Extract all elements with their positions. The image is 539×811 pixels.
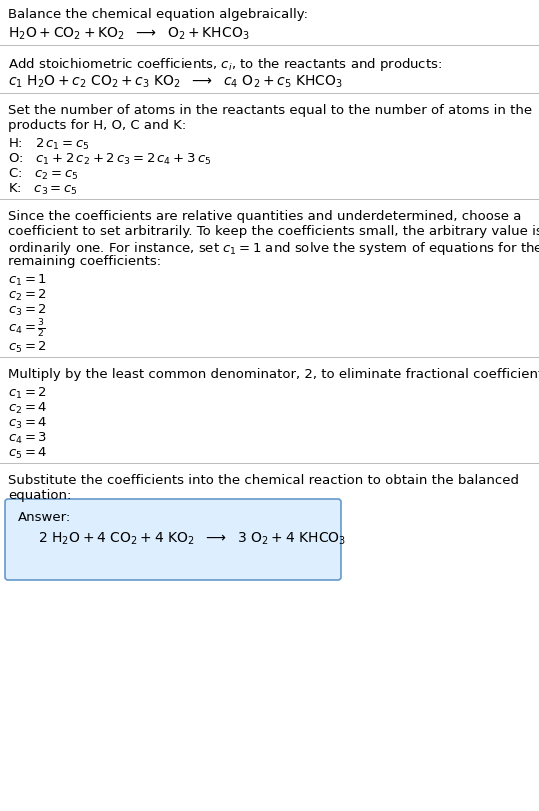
Text: $c_5 = 2$: $c_5 = 2$	[8, 340, 47, 354]
Text: O:   $c_1 + 2\,c_2 + 2\,c_3 = 2\,c_4 + 3\,c_5$: O: $c_1 + 2\,c_2 + 2\,c_3 = 2\,c_4 + 3\,…	[8, 152, 211, 167]
Text: Balance the chemical equation algebraically:: Balance the chemical equation algebraica…	[8, 8, 308, 21]
Text: remaining coefficients:: remaining coefficients:	[8, 255, 161, 268]
Text: H:   $2\,c_1 = c_5$: H: $2\,c_1 = c_5$	[8, 137, 89, 152]
Text: $c_1 = 2$: $c_1 = 2$	[8, 385, 47, 401]
Text: Multiply by the least common denominator, 2, to eliminate fractional coefficient: Multiply by the least common denominator…	[8, 367, 539, 380]
Text: $c_5 = 4$: $c_5 = 4$	[8, 445, 47, 461]
Text: Set the number of atoms in the reactants equal to the number of atoms in the: Set the number of atoms in the reactants…	[8, 104, 532, 117]
Text: Since the coefficients are relative quantities and underdetermined, choose a: Since the coefficients are relative quan…	[8, 210, 521, 223]
Text: C:   $c_2 = c_5$: C: $c_2 = c_5$	[8, 167, 79, 182]
Text: equation:: equation:	[8, 488, 71, 501]
Text: $c_3 = 4$: $c_3 = 4$	[8, 415, 47, 431]
Text: $c_3 = 2$: $c_3 = 2$	[8, 303, 47, 318]
Text: $2\ \mathregular{H_2O} + 4\ \mathregular{CO_2} + 4\ \mathregular{KO_2}$  $\longr: $2\ \mathregular{H_2O} + 4\ \mathregular…	[38, 530, 346, 547]
Text: ordinarily one. For instance, set $c_1 = 1$ and solve the system of equations fo: ordinarily one. For instance, set $c_1 =…	[8, 240, 539, 257]
Text: $c_1 = 1$: $c_1 = 1$	[8, 272, 47, 288]
Text: $c_4 = \frac{3}{2}$: $c_4 = \frac{3}{2}$	[8, 318, 46, 340]
Text: $c_2 = 2$: $c_2 = 2$	[8, 288, 47, 303]
Text: Answer:: Answer:	[18, 510, 71, 523]
FancyBboxPatch shape	[5, 500, 341, 581]
Text: $\mathregular{H_2O + CO_2 + KO_2}$  $\longrightarrow$  $\mathregular{O_2 + KHCO_: $\mathregular{H_2O + CO_2 + KO_2}$ $\lon…	[8, 26, 250, 42]
Text: coefficient to set arbitrarily. To keep the coefficients small, the arbitrary va: coefficient to set arbitrarily. To keep …	[8, 225, 539, 238]
Text: products for H, O, C and K:: products for H, O, C and K:	[8, 119, 186, 132]
Text: Substitute the coefficients into the chemical reaction to obtain the balanced: Substitute the coefficients into the che…	[8, 474, 519, 487]
Text: $c_4 = 3$: $c_4 = 3$	[8, 431, 47, 445]
Text: $c_2 = 4$: $c_2 = 4$	[8, 401, 47, 415]
Text: K:   $c_3 = c_5$: K: $c_3 = c_5$	[8, 182, 78, 197]
Text: $c_1\ \mathregular{H_2O} + c_2\ \mathregular{CO_2} + c_3\ \mathregular{KO_2}$  $: $c_1\ \mathregular{H_2O} + c_2\ \mathreg…	[8, 74, 343, 90]
Text: Add stoichiometric coefficients, $c_i$, to the reactants and products:: Add stoichiometric coefficients, $c_i$, …	[8, 56, 442, 73]
